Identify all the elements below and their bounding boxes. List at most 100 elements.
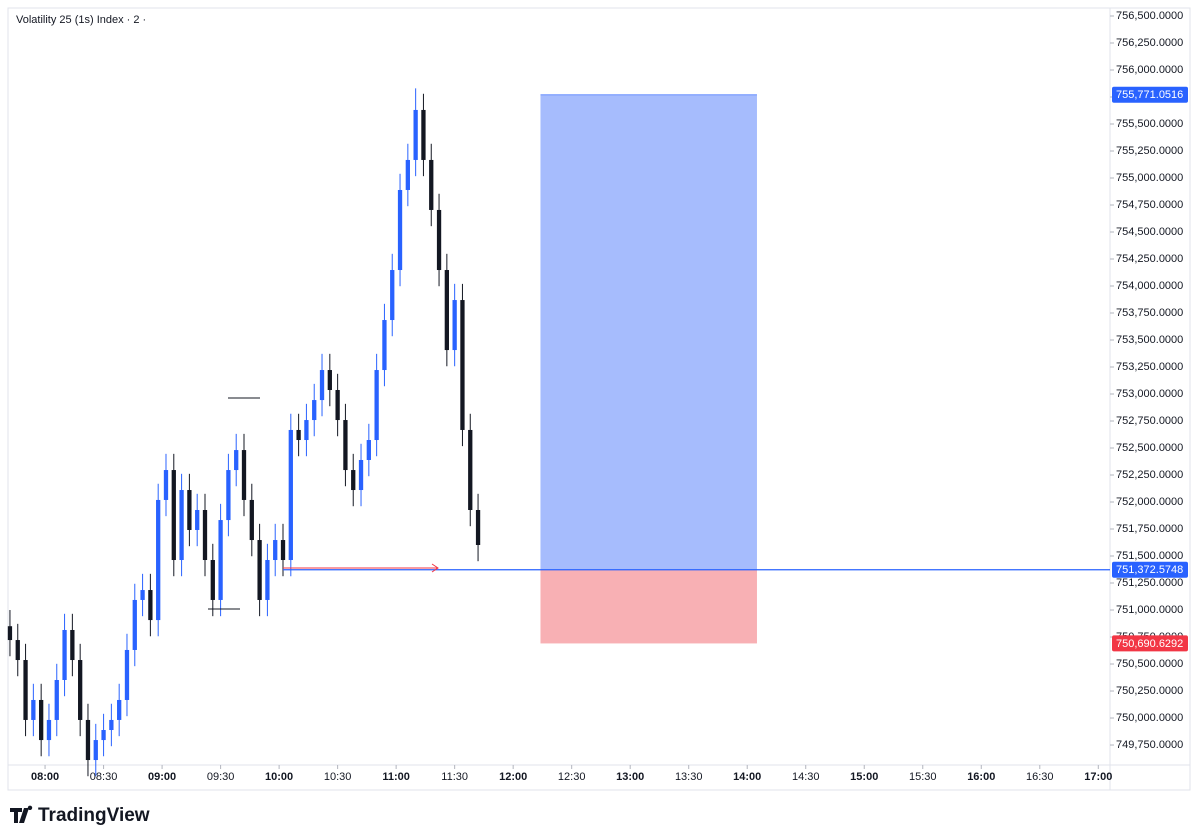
x-tick-label: 10:30: [324, 771, 352, 783]
entry-price-label-bg: [1112, 561, 1188, 578]
y-tick-label: 749,750.0000: [1116, 739, 1183, 751]
candle-body: [429, 159, 434, 210]
candle-body: [343, 420, 348, 471]
y-tick-label: 752,000.0000: [1116, 496, 1183, 508]
y-tick-label: 753,250.0000: [1116, 361, 1183, 373]
x-tick-label: 16:30: [1026, 771, 1054, 783]
candle-body: [140, 590, 145, 600]
brand-logo: TradingView: [10, 805, 150, 826]
candle-body: [171, 470, 176, 561]
chart-title: Volatility 25 (1s) Index · 2 ·: [16, 14, 146, 26]
stop-zone: [540, 569, 757, 644]
candle-body: [132, 599, 137, 650]
y-tick-label: 756,000.0000: [1116, 64, 1183, 76]
y-tick-label: 752,250.0000: [1116, 469, 1183, 481]
target-price-label-bg: [1112, 86, 1188, 103]
candle-body: [156, 499, 161, 621]
stop-price-label: 750,690.6292: [1116, 638, 1183, 650]
candle-body: [85, 719, 91, 761]
candle-body: [468, 429, 473, 511]
y-tick-label: 755,250.0000: [1116, 145, 1183, 157]
x-tick-label: 12:00: [499, 771, 527, 783]
candle-body: [382, 320, 387, 371]
candle-body: [234, 450, 239, 471]
candle-body: [218, 520, 223, 600]
candle-body: [124, 649, 130, 700]
x-tick-label: 13:00: [616, 771, 644, 783]
y-tick-label: 756,500.0000: [1116, 10, 1183, 22]
y-tick-label: 751,000.0000: [1116, 604, 1183, 616]
x-tick-label: 15:00: [850, 771, 878, 783]
target-zone: [540, 94, 757, 570]
y-tick-label: 752,750.0000: [1116, 415, 1183, 427]
y-tick-label: 751,500.0000: [1116, 550, 1183, 562]
candle-body: [101, 730, 106, 741]
candle-body: [366, 440, 371, 460]
y-tick-label: 750,000.0000: [1116, 712, 1183, 724]
y-tick-label: 751,250.0000: [1116, 577, 1183, 589]
candle-body: [327, 370, 332, 391]
y-tick-label: 753,750.0000: [1116, 307, 1183, 319]
y-tick-label: 751,750.0000: [1116, 523, 1183, 535]
candle-body: [163, 470, 169, 500]
candle-body: [62, 629, 67, 681]
y-tick-label: 753,000.0000: [1116, 388, 1183, 400]
candle-body: [460, 300, 465, 430]
candle-body: [195, 510, 200, 530]
candle-body: [265, 560, 270, 600]
candle-body: [390, 270, 395, 321]
candle-body: [7, 626, 13, 641]
candle-body: [202, 510, 208, 561]
candle-body: [54, 680, 59, 720]
candle-body: [210, 560, 215, 600]
candle-body: [405, 159, 410, 190]
candle-body: [15, 640, 20, 661]
candle-body: [31, 699, 36, 720]
candle-body: [46, 719, 52, 741]
x-tick-label: 10:00: [265, 771, 293, 783]
y-tick-label: 754,750.0000: [1116, 199, 1183, 211]
candle-body: [148, 590, 153, 621]
candle-body: [304, 420, 309, 441]
candle-body: [23, 660, 28, 720]
x-tick-label: 12:30: [558, 771, 586, 783]
y-tick-label: 755,000.0000: [1116, 172, 1183, 184]
x-tick-label: 14:00: [733, 771, 761, 783]
candle-body: [241, 450, 247, 500]
candle-body: [179, 490, 184, 561]
x-tick-label: 08:30: [90, 771, 118, 783]
x-tick-label: 16:00: [967, 771, 995, 783]
drawing-arrow-head: [431, 563, 439, 573]
y-tick-label: 753,500.0000: [1116, 334, 1183, 346]
candle-body: [249, 499, 254, 541]
candle-body: [117, 699, 122, 720]
candle-body: [351, 470, 356, 491]
brand-name: TradingView: [38, 805, 150, 826]
y-tick-label: 754,000.0000: [1116, 280, 1183, 292]
candle-body: [413, 109, 418, 160]
entry-price-label: 751,372.5748: [1116, 564, 1183, 576]
candle-body: [93, 740, 98, 761]
x-tick-label: 13:30: [675, 771, 703, 783]
axis-layer: 749,750.0000 750,000.0000 750,250.0000 750,…: [31, 10, 1188, 783]
y-tick-label: 756,250.0000: [1116, 37, 1183, 49]
candle-body: [319, 370, 325, 401]
y-tick-label: 752,500.0000: [1116, 442, 1183, 454]
candle-body: [109, 719, 114, 731]
y-tick-label: 755,500.0000: [1116, 118, 1183, 130]
stop-price-label-bg: [1112, 635, 1188, 652]
y-tick-label: 750,250.0000: [1116, 685, 1183, 697]
candle-body: [436, 209, 442, 271]
y-tick-label: 750,500.0000: [1116, 658, 1183, 670]
x-tick-label: 09:00: [148, 771, 176, 783]
candle-body: [39, 699, 44, 741]
x-tick-label: 14:30: [792, 771, 820, 783]
candle-body: [288, 429, 293, 561]
candle-body: [444, 270, 449, 351]
target-price-label: 755,771.0516: [1116, 89, 1183, 101]
candle-body: [452, 300, 457, 351]
candle-body: [70, 629, 75, 661]
candle-body: [358, 459, 364, 491]
